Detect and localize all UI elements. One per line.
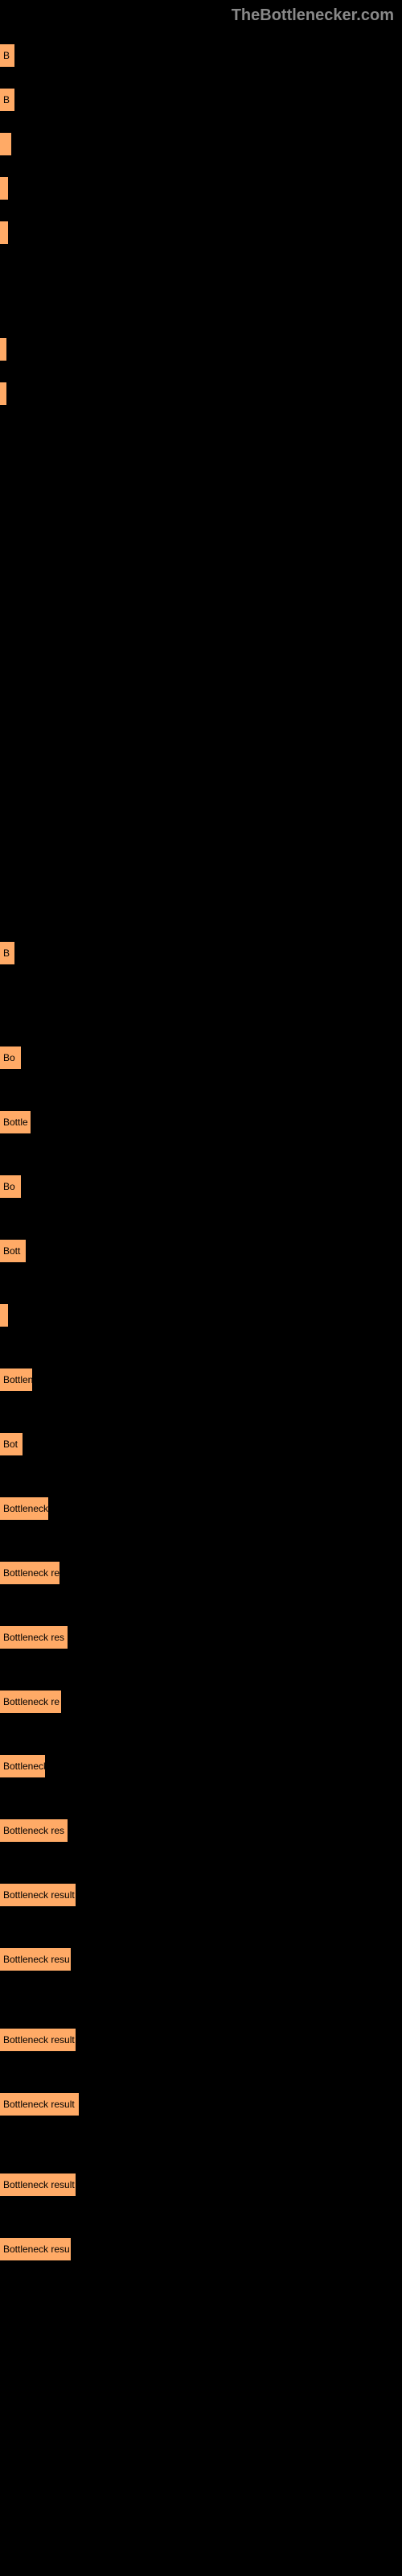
chart-bar: Bottleneck result (0, 1884, 76, 1906)
chart-bar: Bottleneck resu (0, 2238, 71, 2260)
chart-bar: Bottleneck (0, 1497, 48, 1520)
chart-bar: Bottleneck result (0, 2174, 76, 2196)
chart-bar: Bottleneck res (0, 1626, 68, 1649)
chart-bar: Bottlen (0, 1368, 32, 1391)
chart-bar: Bottleneck resu (0, 1948, 71, 1971)
chart-bar (0, 221, 8, 244)
chart-bar: B (0, 89, 14, 111)
chart-bar (0, 382, 6, 405)
chart-bar: Bottleneck re (0, 1690, 61, 1713)
chart-bar: Bottleneck re (0, 1562, 59, 1584)
chart-bar (0, 177, 8, 200)
chart-bar: Bo (0, 1175, 21, 1198)
chart-bar: Bottleneck result (0, 2093, 79, 2116)
chart-bar: Bot (0, 1433, 23, 1455)
chart-bar (0, 133, 11, 155)
bottleneck-chart: TheBottlenecker.com BBBBoBottleBoBottBot… (0, 0, 402, 2576)
chart-bar: B (0, 942, 14, 964)
chart-bar: Bo (0, 1046, 21, 1069)
chart-bar (0, 1304, 8, 1327)
watermark-text: TheBottlenecker.com (232, 6, 394, 25)
chart-bar: Bottle (0, 1111, 31, 1133)
chart-bar: Bottleneck res (0, 1819, 68, 1842)
chart-bar (0, 338, 6, 361)
chart-bar: B (0, 44, 14, 67)
chart-bar: Bott (0, 1240, 26, 1262)
chart-bar: Bottleneck result (0, 2029, 76, 2051)
chart-bar: Bottleneck (0, 1755, 45, 1777)
